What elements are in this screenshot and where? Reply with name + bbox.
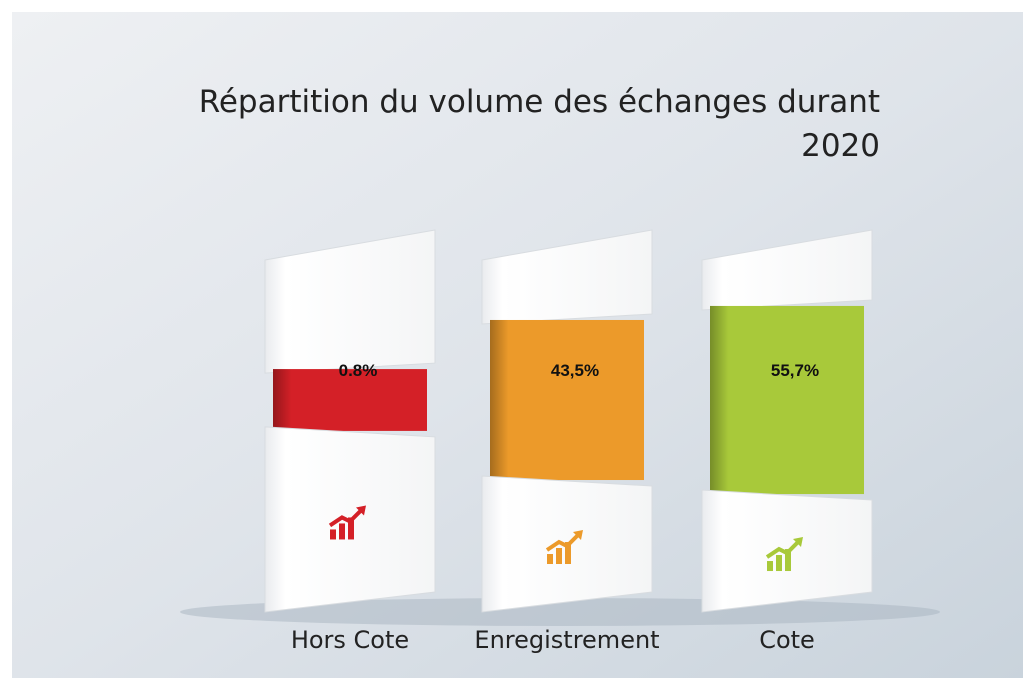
value-label: 43,5% — [551, 361, 599, 380]
icon-head — [356, 505, 366, 516]
bar-shade — [273, 369, 427, 431]
chart-title: Répartition du volume des échanges duran… — [198, 84, 880, 164]
icon-bar — [776, 555, 782, 572]
icon-bar — [330, 529, 336, 540]
x-tick-label: Enregistrement — [474, 626, 659, 654]
bar-shade — [490, 319, 644, 481]
icon-arrow — [765, 539, 801, 559]
icon-arrow — [545, 532, 581, 552]
icon-bar — [785, 549, 791, 572]
x-tick-label: Cote — [759, 626, 815, 654]
icon-bar — [556, 548, 562, 565]
icon-bar — [565, 542, 571, 565]
bar-shade — [710, 305, 864, 495]
box-top — [701, 229, 873, 311]
icon-bar — [767, 561, 773, 572]
icon-bar — [547, 554, 553, 565]
icon-arrow — [328, 508, 364, 528]
trend-icon — [545, 530, 583, 565]
x-tick-label: Hors Cote — [291, 626, 409, 654]
icon-bar — [339, 523, 345, 540]
box-top — [481, 229, 653, 325]
icon-head — [793, 537, 803, 548]
box-top — [264, 229, 436, 374]
trend-icon — [765, 537, 803, 572]
value-label: 55,7% — [771, 361, 819, 380]
icon-head — [573, 530, 583, 541]
value-label: 0.8% — [339, 361, 378, 380]
icon-bar — [348, 517, 354, 540]
trend-icon — [328, 505, 366, 540]
